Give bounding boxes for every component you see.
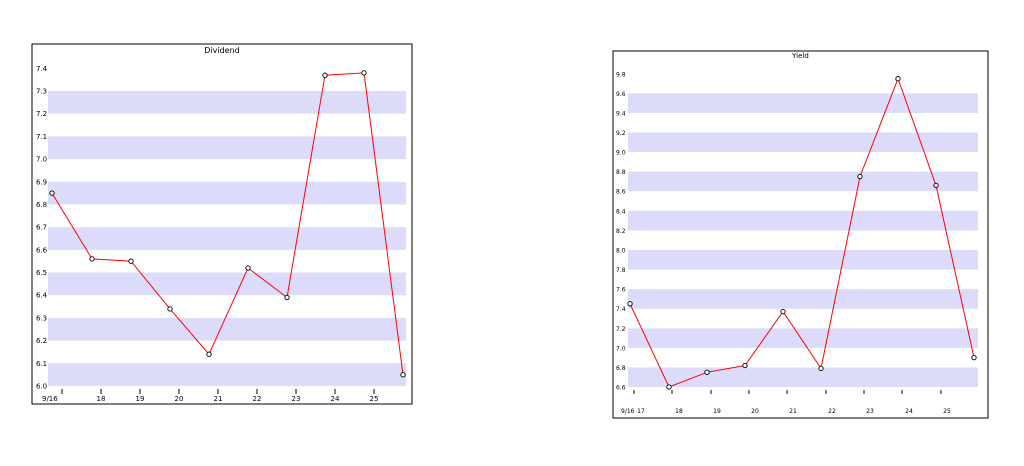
grid-band bbox=[628, 367, 978, 387]
x-tick-label: 18 bbox=[97, 395, 106, 403]
grid-band bbox=[628, 289, 978, 309]
x-tick-label: 9/16 bbox=[42, 395, 58, 403]
grid-band bbox=[628, 249, 978, 270]
x-tick-label: 20 bbox=[175, 395, 184, 403]
x-tick-label: 20 bbox=[751, 408, 759, 415]
data-point bbox=[400, 372, 406, 378]
y-tick-label: 7.0 bbox=[616, 345, 626, 352]
x-tick-label: 25 bbox=[943, 408, 951, 415]
y-tick-label: 9.6 bbox=[616, 91, 626, 98]
y-tick-label: 6.0 bbox=[36, 383, 47, 391]
data-point bbox=[206, 351, 212, 357]
x-tick-label: 21 bbox=[214, 395, 223, 403]
y-tick-label: 7.4 bbox=[616, 306, 626, 313]
yield-chart: Yield 6.6 6.8 7.0 7.2 7.4 7.6 7.8 8.0 8.2 8.4 8.6 8.… bbox=[612, 50, 989, 419]
y-tick-label: 6.7 bbox=[36, 224, 47, 232]
chart-title: Yield bbox=[791, 52, 809, 60]
y-tick-label: 6.1 bbox=[36, 360, 47, 368]
y-tick-label: 7.8 bbox=[616, 267, 626, 274]
y-tick-label: 8.2 bbox=[616, 228, 626, 235]
y-tick-label: 6.4 bbox=[36, 292, 48, 300]
y-tick-label: 7.6 bbox=[616, 287, 626, 294]
data-point bbox=[322, 72, 328, 78]
grid-band bbox=[48, 227, 406, 250]
grid-band bbox=[48, 91, 406, 114]
data-point bbox=[128, 258, 134, 264]
y-tick-label: 6.8 bbox=[616, 365, 626, 372]
x-tick-label: 22 bbox=[253, 395, 262, 403]
y-tick-label: 8.0 bbox=[616, 247, 626, 254]
y-tick-label: 7.2 bbox=[36, 110, 47, 118]
y-tick-label: 6.5 bbox=[36, 269, 47, 277]
grid-band bbox=[628, 328, 978, 348]
data-point bbox=[857, 173, 863, 180]
y-tick-label: 7.0 bbox=[36, 156, 47, 164]
data-point bbox=[167, 306, 173, 312]
data-point bbox=[361, 70, 367, 76]
series-line bbox=[629, 77, 975, 388]
data-point bbox=[742, 362, 748, 369]
x-tick-label: 23 bbox=[292, 395, 301, 403]
data-point bbox=[704, 369, 710, 375]
x-tick-label: 23 bbox=[866, 408, 874, 415]
y-tick-label: 9.4 bbox=[616, 110, 626, 117]
y-tick-label: 8.8 bbox=[616, 169, 626, 176]
grid-band bbox=[628, 93, 978, 113]
y-tick-label: 6.6 bbox=[36, 246, 48, 254]
y-tick-label: 6.2 bbox=[36, 337, 47, 345]
grid-band bbox=[628, 171, 978, 192]
grid-band bbox=[48, 272, 406, 296]
x-tick-label: 22 bbox=[828, 408, 836, 415]
y-tick-label: 6.6 bbox=[616, 385, 626, 392]
grid-band bbox=[48, 136, 406, 160]
y-tick-label: 6.9 bbox=[36, 178, 47, 186]
y-tick-label: 7.1 bbox=[36, 133, 47, 141]
series-line bbox=[51, 72, 404, 375]
y-tick-label: 9.2 bbox=[616, 130, 626, 137]
y-tick-label: 9.8 bbox=[616, 71, 626, 78]
x-tick-label: 9/16 bbox=[621, 408, 635, 415]
x-tick-label: 19 bbox=[136, 395, 145, 403]
y-tick-label: 8.4 bbox=[616, 208, 626, 215]
y-tick-label: 6.3 bbox=[36, 314, 47, 322]
grid-band bbox=[48, 181, 406, 205]
grid-band bbox=[48, 317, 406, 341]
data-point bbox=[971, 354, 977, 361]
y-tick-label: 7.4 bbox=[36, 65, 48, 73]
x-tick-label: 18 bbox=[675, 408, 683, 415]
y-tick-label: 7.3 bbox=[36, 88, 47, 96]
x-tick-label: 21 bbox=[789, 408, 797, 415]
data-point bbox=[49, 190, 55, 196]
data-point bbox=[245, 265, 251, 271]
y-tick-label: 8.6 bbox=[616, 189, 626, 196]
x-tick-label: 25 bbox=[370, 395, 379, 403]
y-tick-label: 9.0 bbox=[616, 150, 626, 157]
data-point bbox=[627, 301, 633, 307]
data-point bbox=[818, 365, 824, 372]
data-point bbox=[933, 182, 939, 189]
data-point bbox=[780, 308, 786, 315]
chart-title: Dividend bbox=[204, 46, 240, 55]
x-tick-label: 17 bbox=[637, 408, 645, 415]
dividend-chart: Dividend 6.0 6.1 6.2 6.3 6.4 6.5 6.6 6.7 6.8 6.9 7.… bbox=[31, 43, 413, 405]
data-point bbox=[89, 256, 95, 262]
data-point bbox=[284, 294, 290, 301]
x-tick-label: 24 bbox=[331, 395, 340, 403]
y-tick-label: 7.2 bbox=[616, 326, 626, 333]
data-point bbox=[895, 76, 901, 82]
grid-band bbox=[628, 210, 978, 231]
y-tick-label: 6.8 bbox=[36, 201, 47, 209]
x-tick-label: 24 bbox=[905, 408, 913, 415]
data-point bbox=[666, 384, 672, 390]
x-tick-label: 19 bbox=[713, 408, 721, 415]
grid-band bbox=[48, 363, 406, 386]
grid-band bbox=[628, 132, 978, 153]
